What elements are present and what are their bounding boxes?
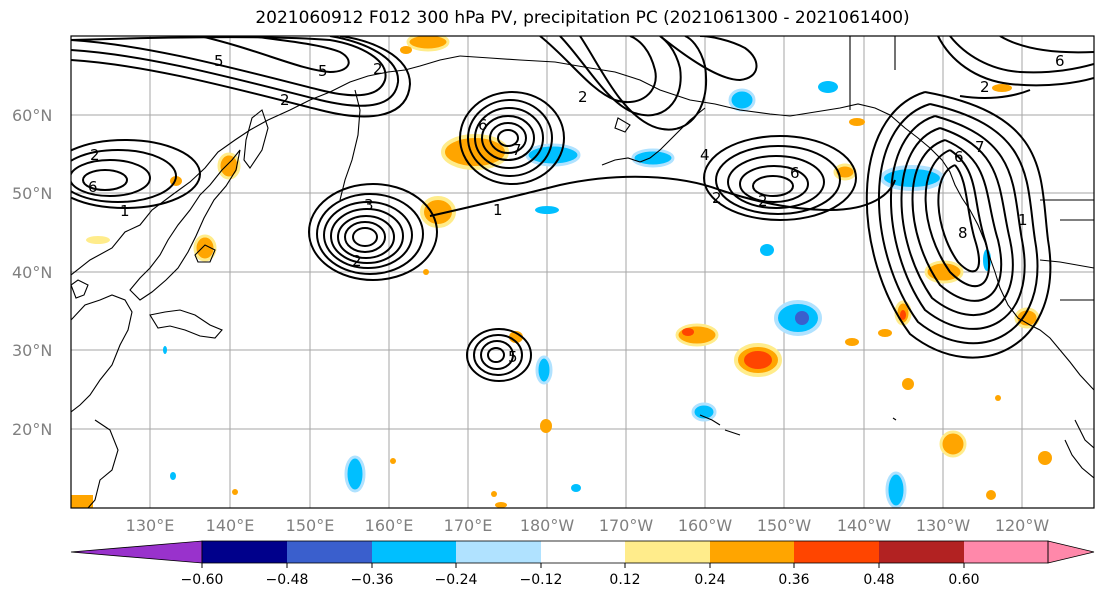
colorbar-tick-label: −0.36 — [351, 572, 394, 588]
contour-label: 7 — [512, 141, 522, 159]
contour-label: 8 — [958, 224, 968, 242]
contour-label: 5 — [508, 348, 518, 366]
contour-label: 2 — [758, 192, 768, 210]
coastlines — [71, 36, 1094, 508]
contour-label: 2 — [373, 60, 383, 78]
contour-label: 2 — [980, 78, 990, 96]
contour-label: 1 — [120, 202, 130, 220]
contour-label: 5 — [214, 52, 224, 70]
map-border — [70, 35, 1095, 509]
colorbar-segment — [879, 541, 964, 563]
colorbar-tick-label: 0.48 — [863, 572, 894, 588]
contour-label: 2 — [280, 91, 290, 109]
lon-label-140e: 140°E — [206, 516, 255, 535]
lon-label-120w: 120°W — [995, 516, 1050, 535]
colorbar-tick-label: 0.12 — [609, 572, 640, 588]
contour-label: 6 — [954, 148, 964, 166]
colorbar-segment — [541, 541, 625, 563]
colorbar-segment — [202, 541, 287, 563]
colorbar-segment — [372, 541, 456, 563]
lon-label-170e: 170°E — [444, 516, 493, 535]
lat-label-60n: 60°N — [12, 106, 52, 125]
colorbar-tick-label: 0.60 — [948, 572, 979, 588]
pv-contour-labels: 2 6 2 5 2 4 6 2 1 6 2 7 2 5 1 6 7 8 3 1 … — [88, 52, 1065, 366]
contour-label: 2 — [578, 88, 588, 106]
colorbar-segment — [70, 540, 203, 564]
colorbar-segment — [964, 541, 1048, 563]
contour-label: 6 — [790, 164, 800, 182]
contour-label: 6 — [478, 116, 488, 134]
lat-label-30n: 30°N — [12, 341, 52, 360]
contour-label: 2 — [352, 252, 362, 270]
lon-label-130e: 130°E — [126, 516, 175, 535]
colorbar-segment — [1047, 540, 1095, 564]
colorbar-segment — [625, 541, 710, 563]
contour-label: 5 — [318, 62, 328, 80]
contour-label: 6 — [1055, 52, 1065, 70]
lon-label-130w: 130°W — [916, 516, 971, 535]
colorbar: −0.60 −0.48 −0.36 −0.24 −0.12 0.12 0.24 … — [70, 540, 1095, 588]
colorbar-tick-label: −0.12 — [520, 572, 563, 588]
lat-label-50n: 50°N — [12, 184, 52, 203]
precipitation-shading — [71, 36, 1052, 508]
contour-label: 6 — [88, 178, 98, 196]
colorbar-segment — [456, 541, 541, 563]
lon-label-180w: 180°W — [520, 516, 575, 535]
map-title: 2021060912 F012 300 hPa PV, precipitatio… — [255, 8, 910, 28]
contour-label: 2 — [90, 146, 100, 164]
colorbar-tick-label: −0.48 — [266, 572, 309, 588]
lon-label-160e: 160°E — [365, 516, 414, 535]
graticule — [71, 36, 1094, 508]
lon-label-160w: 160°W — [678, 516, 733, 535]
colorbar-segment — [710, 541, 794, 563]
lon-label-150e: 150°E — [286, 516, 335, 535]
colorbar-segment — [794, 541, 879, 563]
contour-label: 2 — [712, 189, 722, 207]
longitude-labels: 130°E 140°E 150°E 160°E 170°E 180°W 170°… — [126, 516, 1050, 535]
colorbar-tick-label: 0.24 — [694, 572, 725, 588]
contour-label: 4 — [700, 146, 710, 164]
lon-label-140w: 140°W — [837, 516, 892, 535]
colorbar-tick-label: 0.36 — [778, 572, 809, 588]
lat-label-20n: 20°N — [12, 420, 52, 439]
lon-label-170w: 170°W — [599, 516, 654, 535]
lat-label-40n: 40°N — [12, 263, 52, 282]
colorbar-tick-label: −0.24 — [435, 572, 478, 588]
pv-contours — [71, 36, 1094, 382]
lon-label-150w: 150°W — [757, 516, 812, 535]
contour-label: 1 — [493, 201, 503, 219]
contour-label: 3 — [364, 196, 374, 214]
colorbar-segment — [287, 541, 372, 563]
colorbar-tick-label: −0.60 — [181, 572, 224, 588]
contour-label: 7 — [975, 138, 985, 156]
latitude-labels: 60°N 50°N 40°N 30°N 20°N — [12, 106, 52, 439]
contour-label: 1 — [1018, 211, 1028, 229]
